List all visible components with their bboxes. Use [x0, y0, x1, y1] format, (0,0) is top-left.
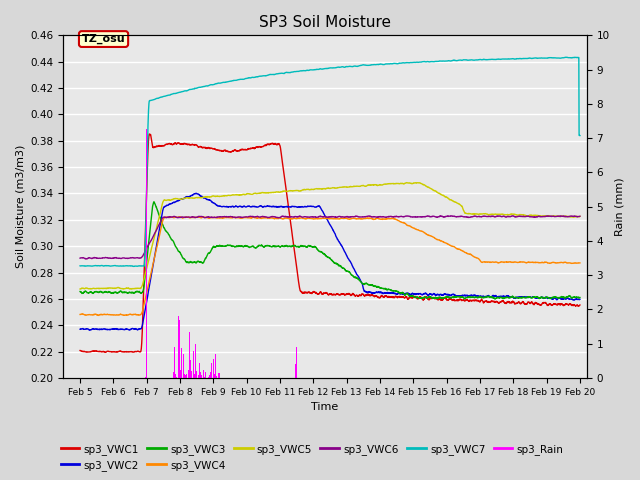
- Title: SP3 Soil Moisture: SP3 Soil Moisture: [259, 15, 391, 30]
- sp3_VWC3: [184, 259, 191, 265]
- sp3_VWC7: [216, 80, 223, 86]
- sp3_VWC1: [576, 302, 584, 308]
- sp3_VWC6: [529, 214, 536, 220]
- sp3_VWC4: [379, 216, 387, 222]
- sp3_VWC6: [184, 214, 191, 220]
- sp3_VWC5: [216, 193, 223, 199]
- sp3_VWC5: [576, 214, 584, 219]
- sp3_VWC4: [216, 215, 224, 221]
- X-axis label: Time: Time: [312, 402, 339, 412]
- sp3_VWC3: [379, 286, 387, 291]
- sp3_VWC4: [76, 312, 84, 317]
- sp3_VWC1: [216, 147, 224, 153]
- sp3_VWC7: [576, 132, 584, 138]
- sp3_VWC1: [101, 349, 109, 355]
- sp3_VWC4: [576, 260, 584, 266]
- sp3_VWC6: [83, 256, 90, 262]
- sp3_VWC3: [150, 199, 158, 204]
- sp3_VWC5: [387, 181, 395, 187]
- sp3_VWC5: [379, 182, 387, 188]
- sp3_VWC5: [529, 213, 536, 218]
- sp3_VWC6: [216, 214, 223, 220]
- sp3_VWC1: [387, 294, 395, 300]
- sp3_VWC2: [387, 290, 395, 296]
- sp3_VWC6: [387, 214, 395, 219]
- sp3_VWC1: [576, 302, 584, 308]
- sp3_VWC7: [387, 61, 395, 67]
- Line: sp3_VWC2: sp3_VWC2: [80, 193, 580, 330]
- sp3_VWC2: [76, 326, 84, 332]
- sp3_VWC2: [216, 203, 224, 209]
- sp3_VWC4: [184, 215, 191, 220]
- sp3_VWC2: [529, 294, 536, 300]
- sp3_VWC2: [193, 191, 200, 196]
- sp3_VWC6: [576, 214, 584, 219]
- Text: TZ_osu: TZ_osu: [82, 34, 125, 44]
- Line: sp3_VWC6: sp3_VWC6: [80, 216, 580, 259]
- sp3_VWC5: [76, 286, 84, 292]
- sp3_VWC6: [576, 213, 584, 219]
- sp3_VWC2: [576, 297, 584, 302]
- sp3_VWC5: [403, 180, 411, 186]
- sp3_VWC2: [576, 297, 584, 302]
- Line: sp3_VWC4: sp3_VWC4: [80, 216, 580, 315]
- Legend: sp3_VWC1, sp3_VWC2, sp3_VWC3, sp3_VWC4, sp3_VWC5, sp3_VWC6, sp3_VWC7, sp3_Rain: sp3_VWC1, sp3_VWC2, sp3_VWC3, sp3_VWC4, …: [56, 439, 568, 475]
- Line: sp3_VWC3: sp3_VWC3: [80, 202, 580, 299]
- sp3_VWC1: [145, 131, 153, 137]
- sp3_VWC7: [76, 263, 84, 269]
- sp3_VWC1: [379, 293, 387, 299]
- sp3_VWC4: [529, 259, 536, 265]
- sp3_VWC1: [76, 348, 84, 353]
- Line: sp3_VWC5: sp3_VWC5: [80, 183, 580, 289]
- sp3_VWC4: [176, 214, 184, 219]
- sp3_VWC4: [387, 216, 395, 221]
- sp3_VWC3: [387, 287, 395, 293]
- sp3_VWC5: [76, 286, 84, 292]
- Line: sp3_VWC7: sp3_VWC7: [80, 57, 580, 266]
- sp3_VWC3: [576, 295, 584, 300]
- sp3_VWC7: [576, 132, 584, 138]
- sp3_VWC7: [130, 264, 138, 269]
- sp3_VWC6: [76, 255, 84, 261]
- sp3_VWC2: [86, 327, 94, 333]
- sp3_VWC3: [216, 242, 223, 248]
- sp3_VWC2: [379, 290, 387, 296]
- sp3_VWC3: [492, 296, 499, 302]
- sp3_VWC6: [508, 213, 516, 219]
- sp3_VWC5: [576, 214, 584, 219]
- Line: sp3_VWC1: sp3_VWC1: [80, 134, 580, 352]
- sp3_VWC7: [529, 55, 536, 61]
- sp3_VWC5: [184, 195, 191, 201]
- sp3_VWC4: [576, 260, 584, 266]
- sp3_VWC3: [529, 295, 536, 300]
- sp3_VWC7: [379, 61, 387, 67]
- sp3_VWC3: [76, 288, 84, 294]
- Y-axis label: Rain (mm): Rain (mm): [615, 177, 625, 236]
- sp3_VWC7: [184, 88, 191, 94]
- sp3_VWC4: [95, 312, 102, 318]
- sp3_VWC2: [184, 194, 191, 200]
- Y-axis label: Soil Moisture (m3/m3): Soil Moisture (m3/m3): [15, 145, 25, 268]
- sp3_VWC1: [529, 300, 536, 306]
- sp3_VWC7: [563, 54, 571, 60]
- sp3_VWC6: [379, 214, 387, 220]
- sp3_VWC3: [576, 295, 584, 300]
- sp3_VWC1: [184, 142, 191, 147]
